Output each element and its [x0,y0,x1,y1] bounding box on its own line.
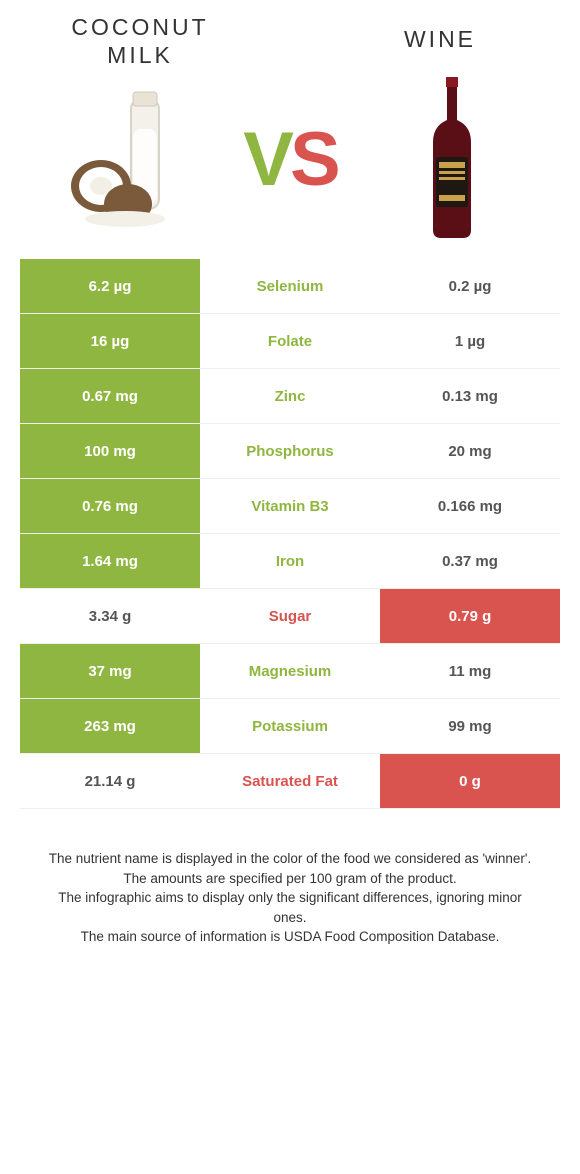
table-row: 0.67 mgZinc0.13 mg [20,369,560,424]
value-right: 11 mg [380,644,560,698]
vs-s: S [290,116,337,203]
vs-v: V [243,116,290,203]
image-row: VS [0,69,580,259]
footer-line-3: The infographic aims to display only the… [40,888,540,927]
value-left: 0.76 mg [20,479,200,533]
value-right: 0.166 mg [380,479,560,533]
table-row: 37 mgMagnesium11 mg [20,644,560,699]
value-right: 1 µg [380,314,560,368]
value-left: 21.14 g [20,754,200,808]
nutrient-name: Magnesium [200,644,380,698]
value-left: 6.2 µg [20,259,200,313]
nutrient-name: Saturated Fat [200,754,380,808]
value-left: 263 mg [20,699,200,753]
table-row: 0.76 mgVitamin B30.166 mg [20,479,560,534]
value-right: 0.37 mg [380,534,560,588]
table-row: 16 µgFolate1 µg [20,314,560,369]
nutrient-name: Iron [200,534,380,588]
footer-caption: The nutrient name is displayed in the co… [0,809,580,947]
value-right: 0 g [380,754,560,808]
table-row: 3.34 gSugar0.79 g [20,589,560,644]
table-row: 263 mgPotassium99 mg [20,699,560,754]
footer-line-4: The main source of information is USDA F… [40,927,540,947]
value-left: 3.34 g [20,589,200,643]
footer-line-2: The amounts are specified per 100 gram o… [40,869,540,889]
value-left: 37 mg [20,644,200,698]
nutrient-name: Vitamin B3 [200,479,380,533]
title-right: WINE [350,26,530,54]
nutrient-name: Sugar [200,589,380,643]
nutrient-name: Zinc [200,369,380,423]
value-left: 100 mg [20,424,200,478]
title-left: COCONUT MILK [50,14,230,69]
value-right: 0.13 mg [380,369,560,423]
nutrient-name: Folate [200,314,380,368]
nutrient-name: Potassium [200,699,380,753]
wine-image [372,79,532,239]
value-right: 20 mg [380,424,560,478]
value-right: 0.79 g [380,589,560,643]
value-right: 99 mg [380,699,560,753]
value-left: 0.67 mg [20,369,200,423]
comparison-table: 6.2 µgSelenium0.2 µg16 µgFolate1 µg0.67 … [0,259,580,809]
table-row: 1.64 mgIron0.37 mg [20,534,560,589]
value-left: 1.64 mg [20,534,200,588]
coconut-milk-image [48,79,208,239]
table-row: 100 mgPhosphorus20 mg [20,424,560,479]
footer-line-1: The nutrient name is displayed in the co… [40,849,540,869]
value-left: 16 µg [20,314,200,368]
header: COCONUT MILK WINE [0,0,580,69]
value-right: 0.2 µg [380,259,560,313]
table-row: 21.14 gSaturated Fat0 g [20,754,560,809]
vs-label: VS [243,116,336,203]
nutrient-name: Phosphorus [200,424,380,478]
nutrient-name: Selenium [200,259,380,313]
table-row: 6.2 µgSelenium0.2 µg [20,259,560,314]
